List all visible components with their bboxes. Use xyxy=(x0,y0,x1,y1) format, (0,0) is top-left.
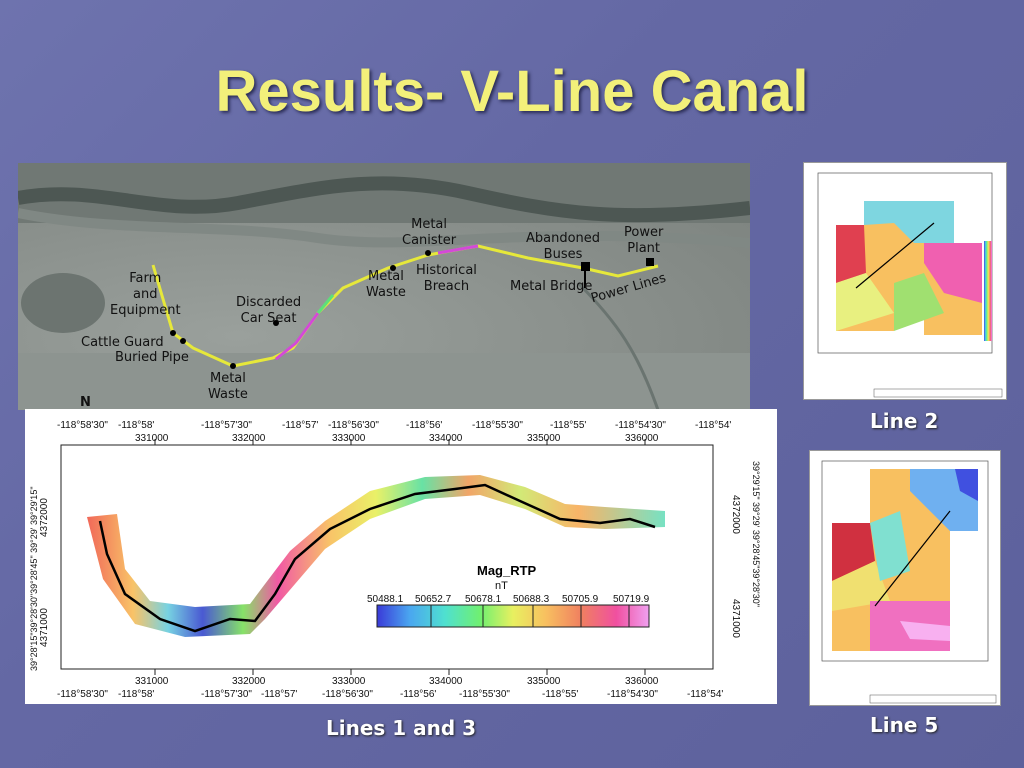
lon-top-1: -118°58'30" xyxy=(57,420,108,431)
caption-lines-1-3: Lines 1 and 3 xyxy=(326,716,477,740)
label-car-seat: Discarded Car Seat xyxy=(236,295,302,326)
lat-left: 39°28'15"39°28'30"39°28'45" 39°29' 39°29… xyxy=(29,486,39,671)
legend-title: Mag_RTP xyxy=(477,563,537,578)
legend-colorbar xyxy=(376,604,650,628)
lon-top-2: -118°58' xyxy=(118,420,154,431)
magnetic-map-drawing: -118°58'30" -118°58' -118°57'30" -118°57… xyxy=(29,420,761,700)
north-right-2: 4371000 xyxy=(730,599,741,638)
label-farm: Farm and Equipment xyxy=(110,271,181,318)
lon-top-10: -118°54' xyxy=(695,420,731,431)
legend-val-3: 50678.1 xyxy=(465,594,502,605)
label-buried-pipe: Buried Pipe xyxy=(115,350,189,365)
lon-top-5: -118°56'30" xyxy=(328,420,379,431)
canal-path xyxy=(151,244,659,368)
thumbnail-line-2-map xyxy=(817,172,1003,398)
label-cattle-guard: Cattle Guard xyxy=(81,335,164,350)
east-top-6: 336000 xyxy=(625,433,659,444)
lon-bottom-4: -118°57' xyxy=(261,689,297,700)
label-abandoned-buses: Abandoned Buses xyxy=(526,231,601,262)
legend-val-1: 50488.1 xyxy=(367,594,404,605)
east-top-2: 332000 xyxy=(232,433,266,444)
lon-bottom-2: -118°58' xyxy=(118,689,154,700)
east-bottom-5: 335000 xyxy=(527,676,561,687)
lon-bottom-8: -118°55' xyxy=(542,689,578,700)
thumbnail-line-2 xyxy=(803,162,1007,400)
label-metal-bridge: Metal Bridge xyxy=(510,279,593,294)
aerial-photo-drawing xyxy=(18,163,750,410)
east-bottom-4: 334000 xyxy=(429,676,463,687)
lon-top-7: -118°55'30" xyxy=(472,420,523,431)
lon-top-8: -118°55' xyxy=(550,420,586,431)
legend-val-6: 50719.9 xyxy=(613,594,650,605)
lon-bottom-5: -118°56'30" xyxy=(322,689,373,700)
east-bottom-2: 332000 xyxy=(232,676,266,687)
thumbnail-line-5 xyxy=(809,450,1001,706)
north-right-1: 4372000 xyxy=(730,495,741,534)
label-historical-breach: Historical Breach xyxy=(416,263,477,294)
lon-top-4: -118°57' xyxy=(282,420,318,431)
label-metal-canister: Metal Canister xyxy=(402,217,457,248)
east-top-4: 334000 xyxy=(429,433,463,444)
legend-val-2: 50652.7 xyxy=(415,594,452,605)
east-top-3: 333000 xyxy=(332,433,366,444)
legend-val-4: 50688.3 xyxy=(513,594,550,605)
slide-title: Results- V-Line Canal xyxy=(215,59,809,124)
lon-top-9: -118°54'30" xyxy=(615,420,666,431)
north-left-1: 4372000 xyxy=(39,498,50,537)
label-power-plant: Power Plant xyxy=(624,225,664,256)
lon-bottom-6: -118°56' xyxy=(400,689,436,700)
lon-top-6: -118°56' xyxy=(406,420,442,431)
aerial-photo: Farm and Equipment Cattle Guard Buried P… xyxy=(18,163,750,410)
lat-right: 39°29'15" 39°29' 39°28'45"39°28'30" xyxy=(751,461,761,607)
east-top-5: 335000 xyxy=(527,433,561,444)
lon-bottom-7: -118°55'30" xyxy=(459,689,510,700)
lon-top-3: -118°57'30" xyxy=(201,420,252,431)
east-top-1: 331000 xyxy=(135,433,169,444)
label-metal-waste-low: Metal Waste xyxy=(208,371,248,402)
lon-bottom-3: -118°57'30" xyxy=(201,689,252,700)
north-left-2: 4371000 xyxy=(39,608,50,647)
thumbnail-line-5-map xyxy=(821,460,997,704)
magnetic-map-lines-1-3: -118°58'30" -118°58' -118°57'30" -118°57… xyxy=(25,409,777,704)
lon-bottom-1: -118°58'30" xyxy=(57,689,108,700)
east-bottom-1: 331000 xyxy=(135,676,169,687)
caption-line-2: Line 2 xyxy=(870,409,939,433)
label-metal-waste: Metal Waste xyxy=(366,269,406,300)
east-bottom-3: 333000 xyxy=(332,676,366,687)
legend-val-5: 50705.9 xyxy=(562,594,599,605)
lon-bottom-10: -118°54' xyxy=(687,689,723,700)
lon-bottom-9: -118°54'30" xyxy=(607,689,658,700)
caption-line-5: Line 5 xyxy=(870,713,939,737)
east-bottom-6: 336000 xyxy=(625,676,659,687)
legend-unit: nT xyxy=(495,580,508,592)
survey-line xyxy=(98,483,656,633)
label-north: N xyxy=(80,395,91,410)
